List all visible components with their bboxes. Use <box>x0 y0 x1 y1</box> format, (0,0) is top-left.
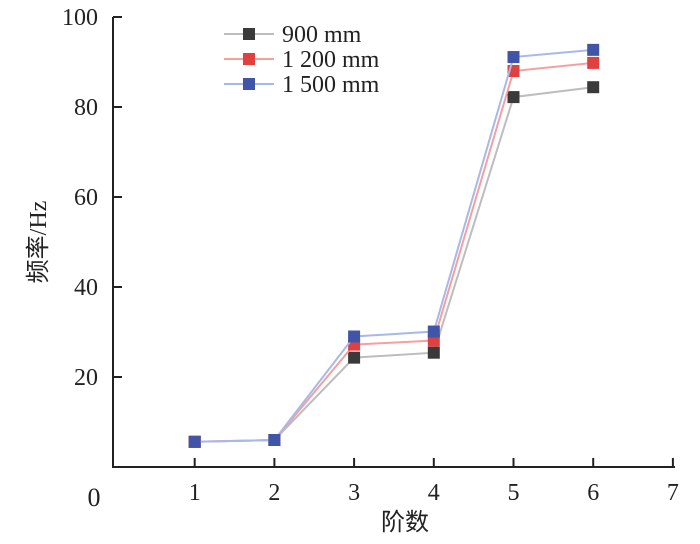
data-point <box>188 435 201 448</box>
data-point <box>268 434 281 446</box>
legend-label: 1 500 mm <box>282 72 380 98</box>
series-line <box>194 48 594 443</box>
data-point <box>587 56 600 69</box>
legend-item: 900 mm <box>224 22 362 48</box>
legend: 900 mm1 200 mm1 500 mm <box>224 22 380 98</box>
legend-marker <box>243 53 255 65</box>
data-point <box>507 51 520 64</box>
legend-item: 1 500 mm <box>224 72 380 98</box>
data-point <box>427 346 440 359</box>
ticks: 1 2 3 4 5 6 7 20 40 60 80 100 <box>62 5 679 506</box>
series-2 <box>188 43 600 448</box>
data-point <box>348 351 361 364</box>
data-point <box>587 43 600 56</box>
series-0 <box>188 81 600 448</box>
legend-marker <box>243 28 255 40</box>
y-tick-label: 100 <box>62 5 98 31</box>
x-axis-label: 阶数 <box>381 509 429 536</box>
y-tick-label: 20 <box>74 365 98 391</box>
data-point <box>507 91 520 104</box>
legend-label: 900 mm <box>282 22 362 48</box>
data-point <box>587 81 600 94</box>
x-tick-label: 3 <box>348 480 360 506</box>
origin-label: 0 <box>88 483 101 512</box>
series-line <box>194 61 594 443</box>
x-tick-label: 4 <box>428 480 440 506</box>
x-tick-label: 6 <box>587 480 599 506</box>
legend-marker <box>243 78 255 90</box>
x-tick-label: 1 <box>189 480 201 506</box>
y-tick-label: 60 <box>74 185 98 211</box>
data-point <box>427 325 440 338</box>
x-tick-label: 5 <box>508 480 520 506</box>
legend-item: 1 200 mm <box>224 47 380 73</box>
series-layer <box>188 43 600 448</box>
x-tick-label: 2 <box>268 480 280 506</box>
series-line <box>194 86 594 443</box>
x-tick-label: 7 <box>667 480 679 506</box>
y-tick-label: 80 <box>74 95 98 121</box>
series-1 <box>188 56 600 448</box>
y-tick-label: 40 <box>74 275 98 301</box>
data-point <box>348 330 361 343</box>
legend-label: 1 200 mm <box>282 47 380 73</box>
y-axis-label: 频率/Hz <box>25 201 52 284</box>
